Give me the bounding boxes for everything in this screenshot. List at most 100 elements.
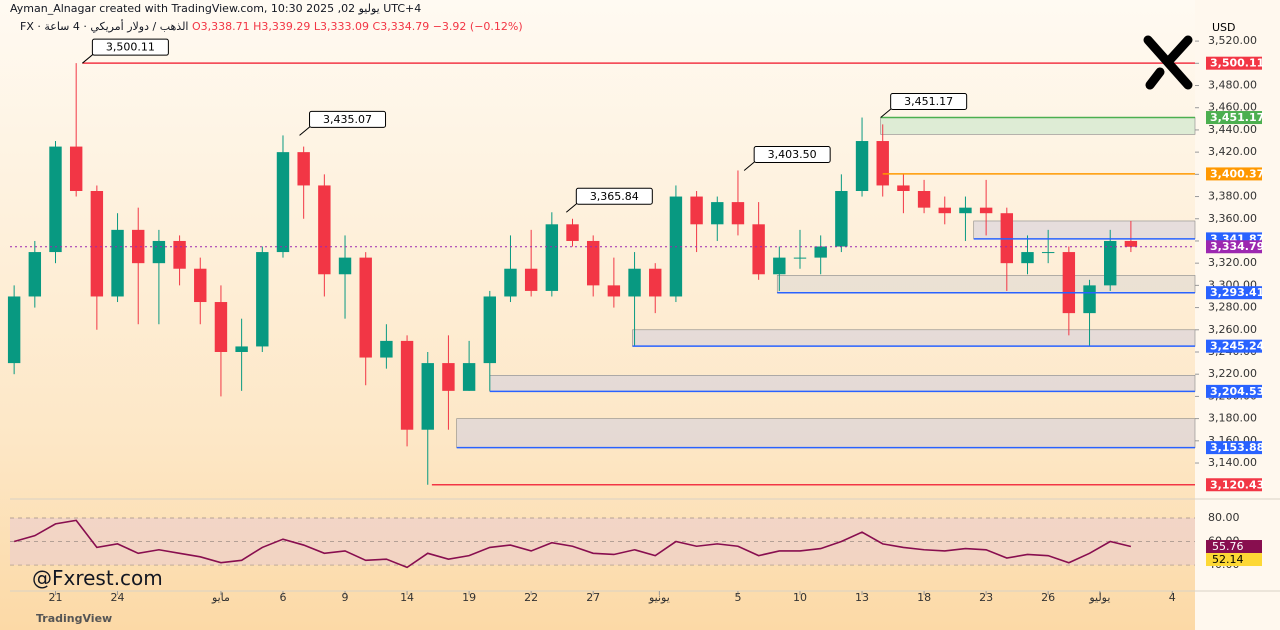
- candle-body: [1083, 285, 1096, 314]
- candle-body: [752, 224, 765, 275]
- candle-body: [421, 363, 434, 430]
- rsi-tag-label: 55.76: [1212, 540, 1244, 553]
- symbol: الذهب / دولار أمريكي · 4 ساعة · FX: [20, 20, 189, 33]
- y-tick-label: 80.00: [1208, 511, 1240, 524]
- x-tick-label: 14: [400, 591, 414, 604]
- callout-box: [91, 38, 169, 56]
- candle-body: [711, 202, 724, 225]
- y-tick-label: 3,220.00: [1208, 367, 1257, 380]
- y-tick-label: 3,420.00: [1208, 145, 1257, 158]
- price-tag: [1206, 339, 1262, 353]
- candle-body: [938, 207, 951, 214]
- price-tag: [1206, 441, 1262, 455]
- candle-body: [28, 252, 42, 297]
- ohlc-low: L3,333.09: [313, 20, 370, 33]
- price-tag: [1206, 286, 1262, 300]
- candle-body: [380, 340, 393, 358]
- zone: [880, 117, 1196, 135]
- y-tick-label: 3,480.00: [1208, 79, 1257, 92]
- y-tick-label: 3,140.00: [1208, 456, 1257, 469]
- candle-body: [979, 207, 993, 214]
- x-tick-label: 5: [734, 591, 741, 604]
- candle-body: [586, 240, 600, 286]
- candle-body: [1124, 240, 1138, 247]
- candle-body: [524, 268, 538, 291]
- zone: [489, 375, 1196, 392]
- x-tick-label: 4: [1169, 591, 1176, 604]
- ohlc-high: H3,339.29: [253, 20, 311, 33]
- candle-body: [566, 224, 579, 241]
- candle-body: [835, 190, 848, 247]
- zone: [776, 275, 1196, 293]
- x-tick-label: 26: [1041, 591, 1055, 604]
- price-tag-label: 3,451.17: [1210, 111, 1264, 124]
- price-tag: [1206, 478, 1262, 492]
- candle-body: [1021, 252, 1034, 264]
- callout-box: [753, 145, 831, 163]
- price-tag: [1206, 167, 1262, 181]
- callout-label: 3,451.17: [904, 95, 953, 108]
- candle-body: [504, 268, 517, 297]
- x-tick-label: 22: [524, 591, 538, 604]
- zone: [456, 418, 1196, 448]
- y-tick-label: 3,260.00: [1208, 323, 1257, 336]
- candle-body: [318, 185, 331, 275]
- candle-body: [256, 252, 269, 347]
- x-tick-label: 10: [793, 591, 807, 604]
- candle-body: [462, 363, 476, 391]
- y-tick-label: 3,440.00: [1208, 123, 1257, 136]
- symbol-line: الذهب / دولار أمريكي · 4 ساعة · FX O3,33…: [20, 20, 523, 33]
- callout-box: [575, 187, 653, 205]
- x-tick-label: 27: [586, 591, 600, 604]
- candle-body: [338, 257, 352, 275]
- callout-label: 3,403.50: [768, 148, 817, 161]
- price-tag: [1206, 111, 1262, 125]
- price-tag: [1206, 240, 1262, 254]
- candle-body: [793, 257, 807, 259]
- y-tick-label: 3,360.00: [1208, 212, 1257, 225]
- logo-mark: [1143, 35, 1193, 90]
- candle-body: [297, 152, 310, 186]
- candle-body: [359, 257, 372, 358]
- price-tag-label: 3,245.24: [1210, 340, 1265, 353]
- candle-body: [173, 240, 186, 269]
- price-tag-label: 3,500.11: [1210, 57, 1264, 70]
- rsi-line: [13, 519, 1132, 569]
- zone: [632, 329, 1196, 347]
- candle-body: [649, 268, 662, 297]
- price-tag: [1206, 56, 1262, 70]
- callout-label: 3,435.07: [323, 113, 372, 126]
- x-tick-label: 21: [48, 591, 62, 604]
- candle-body: [959, 207, 972, 214]
- candle-body: [773, 257, 786, 275]
- x-tick-label: يونيو: [648, 591, 670, 604]
- candle-body: [628, 268, 641, 297]
- candle-body: [69, 146, 83, 191]
- candle-body: [876, 141, 889, 186]
- callout-label: 3,365.84: [590, 190, 639, 203]
- price-tag-label: 3,204.53: [1210, 385, 1264, 398]
- rsi-ma-label: 52.14: [1212, 553, 1244, 566]
- price-tag-label: 3,120.43: [1210, 478, 1264, 491]
- rsi-tag: [1206, 540, 1262, 554]
- candle-body: [276, 152, 290, 253]
- candle-body: [1104, 240, 1117, 286]
- x-tick-label: 6: [279, 591, 286, 604]
- price-tag: [1206, 384, 1262, 398]
- candle-body: [132, 229, 145, 264]
- watermark: @Fxrest.com: [32, 566, 163, 590]
- candle-body: [235, 346, 248, 352]
- x-tick-label: مايو: [211, 591, 230, 604]
- candle-body: [917, 190, 931, 208]
- candle-body: [814, 246, 827, 258]
- candle-body: [152, 240, 166, 264]
- candle-body: [897, 185, 910, 191]
- x-tick-label: 23: [979, 591, 993, 604]
- candle-body: [855, 141, 869, 191]
- x-tick-label: 24: [111, 591, 125, 604]
- candle-body: [1041, 252, 1055, 254]
- y-tick-label: 3,180.00: [1208, 412, 1257, 425]
- callout-box: [890, 93, 968, 111]
- candle-body: [1062, 252, 1076, 314]
